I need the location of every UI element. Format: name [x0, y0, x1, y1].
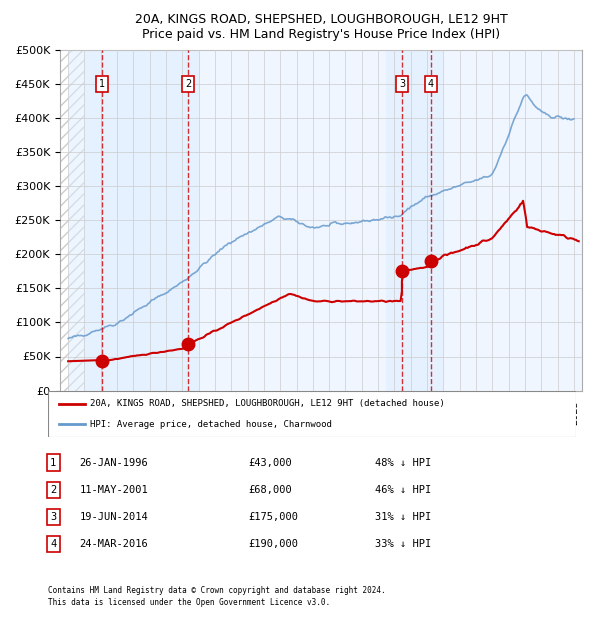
Text: 2: 2 — [185, 79, 191, 89]
FancyBboxPatch shape — [48, 391, 576, 437]
Title: 20A, KINGS ROAD, SHEPSHED, LOUGHBOROUGH, LE12 9HT
Price paid vs. HM Land Registr: 20A, KINGS ROAD, SHEPSHED, LOUGHBOROUGH,… — [134, 14, 508, 42]
Text: 11-MAY-2001: 11-MAY-2001 — [80, 485, 148, 495]
Text: 26-JAN-1996: 26-JAN-1996 — [80, 458, 148, 467]
Bar — [386, 50, 443, 391]
Text: 4: 4 — [428, 79, 434, 89]
Text: £43,000: £43,000 — [248, 458, 292, 467]
Text: £175,000: £175,000 — [248, 512, 299, 522]
Text: 2: 2 — [50, 485, 56, 495]
Text: HPI: Average price, detached house, Charnwood: HPI: Average price, detached house, Char… — [90, 420, 332, 428]
Text: 3: 3 — [50, 512, 56, 522]
Text: 24-MAR-2016: 24-MAR-2016 — [80, 539, 148, 549]
Text: 1: 1 — [99, 79, 105, 89]
Text: 19-JUN-2014: 19-JUN-2014 — [80, 512, 148, 522]
Text: 31% ↓ HPI: 31% ↓ HPI — [376, 512, 431, 522]
Text: 33% ↓ HPI: 33% ↓ HPI — [376, 539, 431, 549]
Text: £190,000: £190,000 — [248, 539, 299, 549]
Bar — [60, 50, 85, 391]
Text: 1: 1 — [50, 458, 56, 467]
Text: Contains HM Land Registry data © Crown copyright and database right 2024.: Contains HM Land Registry data © Crown c… — [48, 586, 386, 595]
Text: 20A, KINGS ROAD, SHEPSHED, LOUGHBOROUGH, LE12 9HT (detached house): 20A, KINGS ROAD, SHEPSHED, LOUGHBOROUGH,… — [90, 399, 445, 408]
Text: £68,000: £68,000 — [248, 485, 292, 495]
Bar — [68, 50, 199, 391]
Text: 46% ↓ HPI: 46% ↓ HPI — [376, 485, 431, 495]
Text: 48% ↓ HPI: 48% ↓ HPI — [376, 458, 431, 467]
Text: 4: 4 — [50, 539, 56, 549]
Text: 3: 3 — [399, 79, 405, 89]
Text: This data is licensed under the Open Government Licence v3.0.: This data is licensed under the Open Gov… — [48, 598, 330, 608]
